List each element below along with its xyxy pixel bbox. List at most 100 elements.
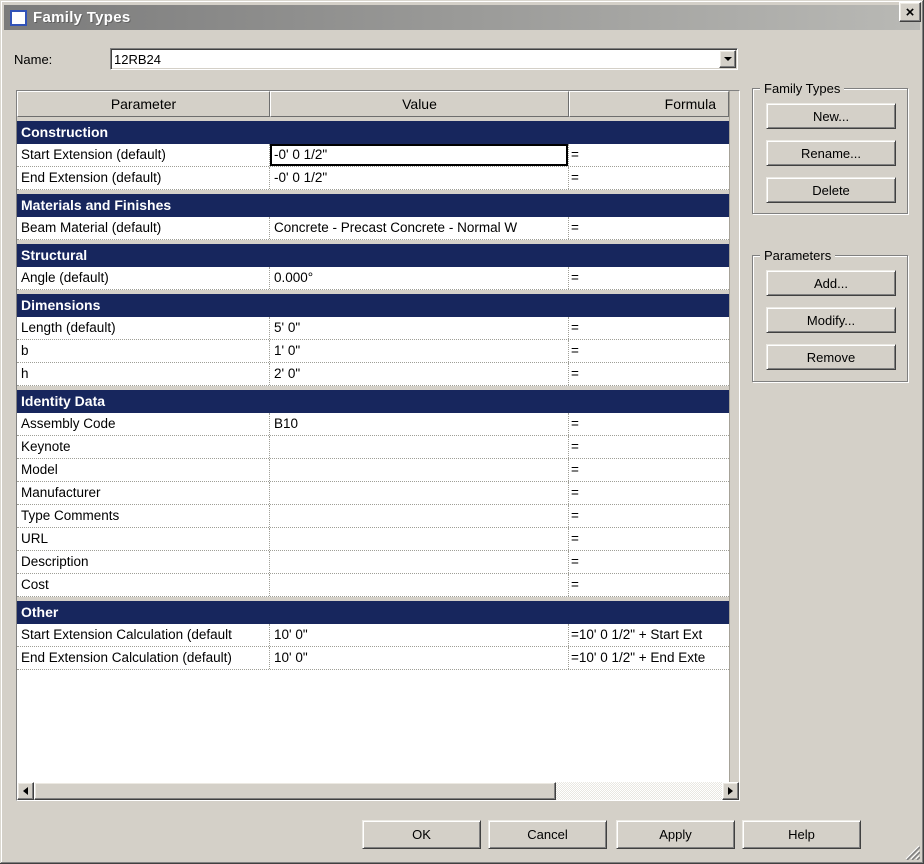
help-button[interactable]: Help <box>742 820 861 849</box>
grid-header-row: Parameter Value Formula <box>17 91 729 117</box>
formula-cell[interactable]: = <box>571 170 579 185</box>
vertical-scrollbar[interactable] <box>729 91 739 782</box>
name-dropdown-button[interactable] <box>719 50 736 68</box>
formula-cell[interactable]: = <box>571 320 579 335</box>
parameter-row: Start Extension (default) -0' 0 1/2" = <box>17 144 729 167</box>
formula-cell[interactable]: = <box>571 485 579 500</box>
section-gap <box>17 386 729 390</box>
parameter-cell[interactable]: b <box>17 340 270 362</box>
formula-cell[interactable]: = <box>571 554 579 569</box>
parameter-cell[interactable]: Start Extension Calculation (default <box>17 624 270 646</box>
dialog-title: Family Types <box>33 9 131 26</box>
resize-grip-icon[interactable] <box>905 845 920 860</box>
scroll-right-button[interactable] <box>722 782 739 800</box>
value-cell[interactable]: 2' 0" <box>270 363 569 385</box>
parameter-cell[interactable]: h <box>17 363 270 385</box>
parameter-row: Cost = <box>17 574 729 597</box>
section-header: Identity Data <box>17 390 729 413</box>
value-cell[interactable]: Concrete - Precast Concrete - Normal W <box>270 217 569 239</box>
add-button[interactable]: Add... <box>766 270 896 296</box>
value-cell[interactable]: 1' 0" <box>270 340 569 362</box>
ok-button[interactable]: OK <box>362 820 481 849</box>
parameter-grid-body: Construction Start Extension (default) -0'… <box>17 117 729 782</box>
formula-cell[interactable]: = <box>571 270 579 285</box>
value-cell[interactable] <box>270 482 569 504</box>
parameter-row: End Extension Calculation (default) 10' 0… <box>17 647 729 670</box>
value-cell[interactable]: -0' 0 1/2" <box>270 167 569 189</box>
parameter-row: Length (default) 5' 0" = <box>17 317 729 340</box>
parameter-row: Beam Material (default) Concrete - Precas… <box>17 217 729 240</box>
apply-button[interactable]: Apply <box>616 820 735 849</box>
parameter-cell[interactable]: End Extension (default) <box>17 167 270 189</box>
parameter-cell[interactable]: Cost <box>17 574 270 596</box>
close-button[interactable]: × <box>899 2 921 22</box>
section-header: Dimensions <box>17 294 729 317</box>
value-cell[interactable] <box>270 436 569 458</box>
new-button[interactable]: New... <box>766 103 896 129</box>
value-cell[interactable] <box>270 551 569 573</box>
formula-cell[interactable]: =10' 0 1/2" + End Exte <box>571 650 706 665</box>
value-cell[interactable]: 10' 0" <box>270 647 569 669</box>
value-cell[interactable]: -0' 0 1/2" <box>270 144 569 166</box>
formula-cell[interactable]: = <box>571 343 579 358</box>
parameter-row: Model = <box>17 459 729 482</box>
parameter-cell[interactable]: Keynote <box>17 436 270 458</box>
parameter-cell[interactable]: Start Extension (default) <box>17 144 270 166</box>
name-input[interactable] <box>114 51 717 67</box>
formula-cell[interactable]: = <box>571 462 579 477</box>
value-cell[interactable] <box>270 459 569 481</box>
section-gap <box>17 117 729 121</box>
scroll-left-button[interactable] <box>17 782 34 800</box>
value-cell[interactable] <box>270 505 569 527</box>
parameter-cell[interactable]: Assembly Code <box>17 413 270 435</box>
formula-cell[interactable]: = <box>571 416 579 431</box>
parameter-cell[interactable]: Description <box>17 551 270 573</box>
parameter-cell[interactable]: Manufacturer <box>17 482 270 504</box>
delete-button[interactable]: Delete <box>766 177 896 203</box>
modify-button[interactable]: Modify... <box>766 307 896 333</box>
column-header-value[interactable]: Value <box>270 91 569 117</box>
parameter-cell[interactable]: Angle (default) <box>17 267 270 289</box>
scroll-left-icon <box>19 787 28 795</box>
column-header-parameter[interactable]: Parameter <box>17 91 270 117</box>
window-icon <box>10 9 27 26</box>
rename-button[interactable]: Rename... <box>766 140 896 166</box>
value-cell[interactable]: 10' 0" <box>270 624 569 646</box>
parameter-cell[interactable]: URL <box>17 528 270 550</box>
parameter-cell[interactable]: End Extension Calculation (default) <box>17 647 270 669</box>
parameter-cell[interactable]: Length (default) <box>17 317 270 339</box>
parameter-row: Manufacturer = <box>17 482 729 505</box>
dropdown-arrow-icon <box>723 57 732 65</box>
value-cell[interactable] <box>270 574 569 596</box>
scroll-right-icon <box>728 787 737 795</box>
formula-cell[interactable]: = <box>571 531 579 546</box>
formula-cell[interactable]: =10' 0 1/2" + Start Ext <box>571 627 703 642</box>
family-types-group: Family Types New... Rename... Delete <box>752 81 908 214</box>
parameter-cell[interactable]: Beam Material (default) <box>17 217 270 239</box>
parameter-row: Assembly Code B10 = <box>17 413 729 436</box>
value-cell[interactable]: 0.000° <box>270 267 569 289</box>
value-cell[interactable]: 5' 0" <box>270 317 569 339</box>
section-header: Structural <box>17 244 729 267</box>
formula-cell[interactable]: = <box>571 366 579 381</box>
formula-cell[interactable]: = <box>571 577 579 592</box>
remove-button[interactable]: Remove <box>766 344 896 370</box>
section-gap <box>17 190 729 194</box>
formula-cell[interactable]: = <box>571 220 579 235</box>
formula-cell[interactable]: = <box>571 508 579 523</box>
horizontal-scrollbar[interactable] <box>17 782 739 800</box>
title-bar[interactable]: Family Types <box>4 5 920 30</box>
formula-cell[interactable]: = <box>571 147 579 162</box>
section-header: Construction <box>17 121 729 144</box>
name-combobox[interactable] <box>110 48 738 70</box>
value-cell[interactable] <box>270 528 569 550</box>
horizontal-scrollbar-thumb[interactable] <box>34 782 556 800</box>
parameter-row: b 1' 0" = <box>17 340 729 363</box>
parameter-cell[interactable]: Model <box>17 459 270 481</box>
value-cell[interactable]: B10 <box>270 413 569 435</box>
formula-cell[interactable]: = <box>571 439 579 454</box>
cancel-button[interactable]: Cancel <box>488 820 607 849</box>
column-header-formula[interactable]: Formula <box>569 91 729 117</box>
parameter-cell[interactable]: Type Comments <box>17 505 270 527</box>
section-gap <box>17 240 729 244</box>
